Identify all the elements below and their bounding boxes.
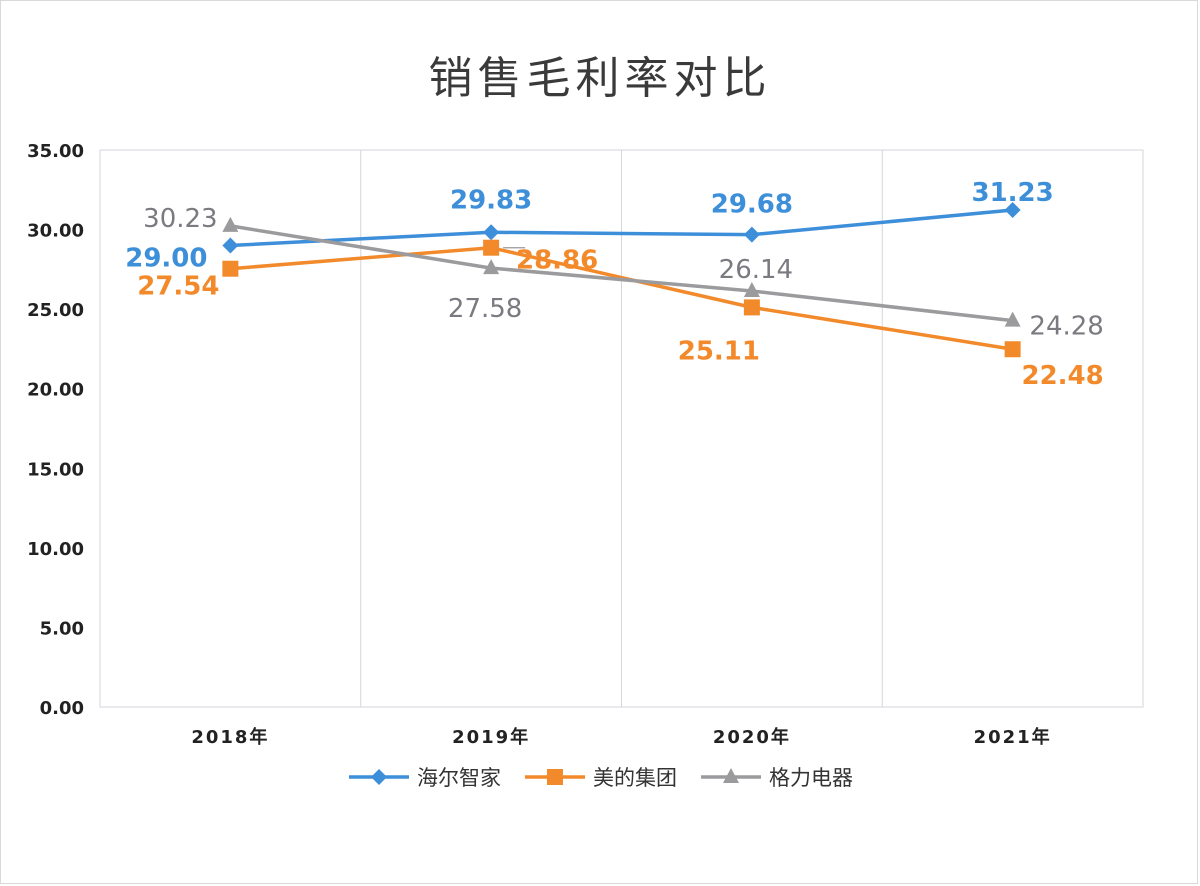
y-tick-label: 25.00	[27, 300, 84, 321]
x-tick-label: 2018年	[191, 726, 269, 748]
x-tick-label: 2019年	[452, 726, 530, 748]
data-point-gree	[1004, 311, 1021, 327]
series-line-gree	[230, 224, 1013, 323]
legend-label: 美的集团	[593, 766, 677, 790]
series-line-haier	[230, 208, 1013, 248]
data-label-midea: 27.54	[137, 272, 219, 302]
data-point-midea	[483, 239, 500, 256]
data-point-gree	[483, 259, 500, 275]
data-point-gree	[743, 282, 760, 298]
data-label-gree: 27.58	[448, 294, 522, 324]
legend-marker	[723, 768, 739, 783]
y-tick-label: 35.00	[27, 141, 84, 162]
legend-item-haier: 海尔智家	[347, 762, 501, 792]
y-tick-label: 30.00	[27, 221, 84, 242]
legend-item-gree: 格力电器	[699, 762, 853, 792]
data-label-haier: 29.83	[450, 185, 532, 215]
legend-marker	[371, 769, 387, 785]
data-label-gree: 26.14	[719, 255, 793, 285]
data-label-gree: 24.28	[1029, 312, 1103, 342]
data-label-midea: 28.86	[516, 246, 598, 276]
y-tick-label: 15.00	[27, 459, 84, 480]
data-label-haier: 29.00	[125, 243, 207, 273]
series-line-midea	[230, 245, 1013, 351]
data-point-midea	[743, 299, 760, 316]
chart-title: 销售毛利率对比	[428, 53, 772, 104]
legend-marker	[547, 769, 563, 785]
data-label-haier: 29.68	[711, 190, 793, 220]
legend-label: 格力电器	[769, 766, 853, 790]
y-tick-label: 20.00	[27, 380, 84, 401]
data-point-gree	[222, 216, 239, 232]
legend-swatch-gree	[701, 768, 761, 783]
data-point-haier	[222, 237, 239, 254]
data-label-gree: 30.23	[143, 204, 217, 234]
data-point-haier	[743, 226, 760, 243]
x-tick-label: 2021年	[974, 726, 1052, 748]
data-label-midea: 22.48	[1022, 361, 1104, 391]
data-label-haier: 31.23	[972, 178, 1054, 208]
data-point-haier	[483, 224, 500, 241]
data-point-midea	[222, 260, 239, 277]
data-label-midea: 25.11	[678, 336, 760, 366]
legend-swatch-haier	[349, 769, 409, 785]
y-tick-label: 0.00	[40, 698, 84, 719]
data-point-haier	[1004, 201, 1021, 218]
legend-swatch-midea	[525, 769, 585, 785]
x-tick-label: 2020年	[713, 726, 791, 748]
y-tick-label: 10.00	[27, 539, 84, 560]
legend: 海尔智家 美的集团 格力电器	[0, 762, 1200, 792]
y-tick-label: 5.00	[40, 618, 84, 639]
legend-label: 海尔智家	[417, 766, 501, 790]
data-point-midea	[1004, 341, 1021, 358]
legend-item-midea: 美的集团	[523, 762, 677, 792]
